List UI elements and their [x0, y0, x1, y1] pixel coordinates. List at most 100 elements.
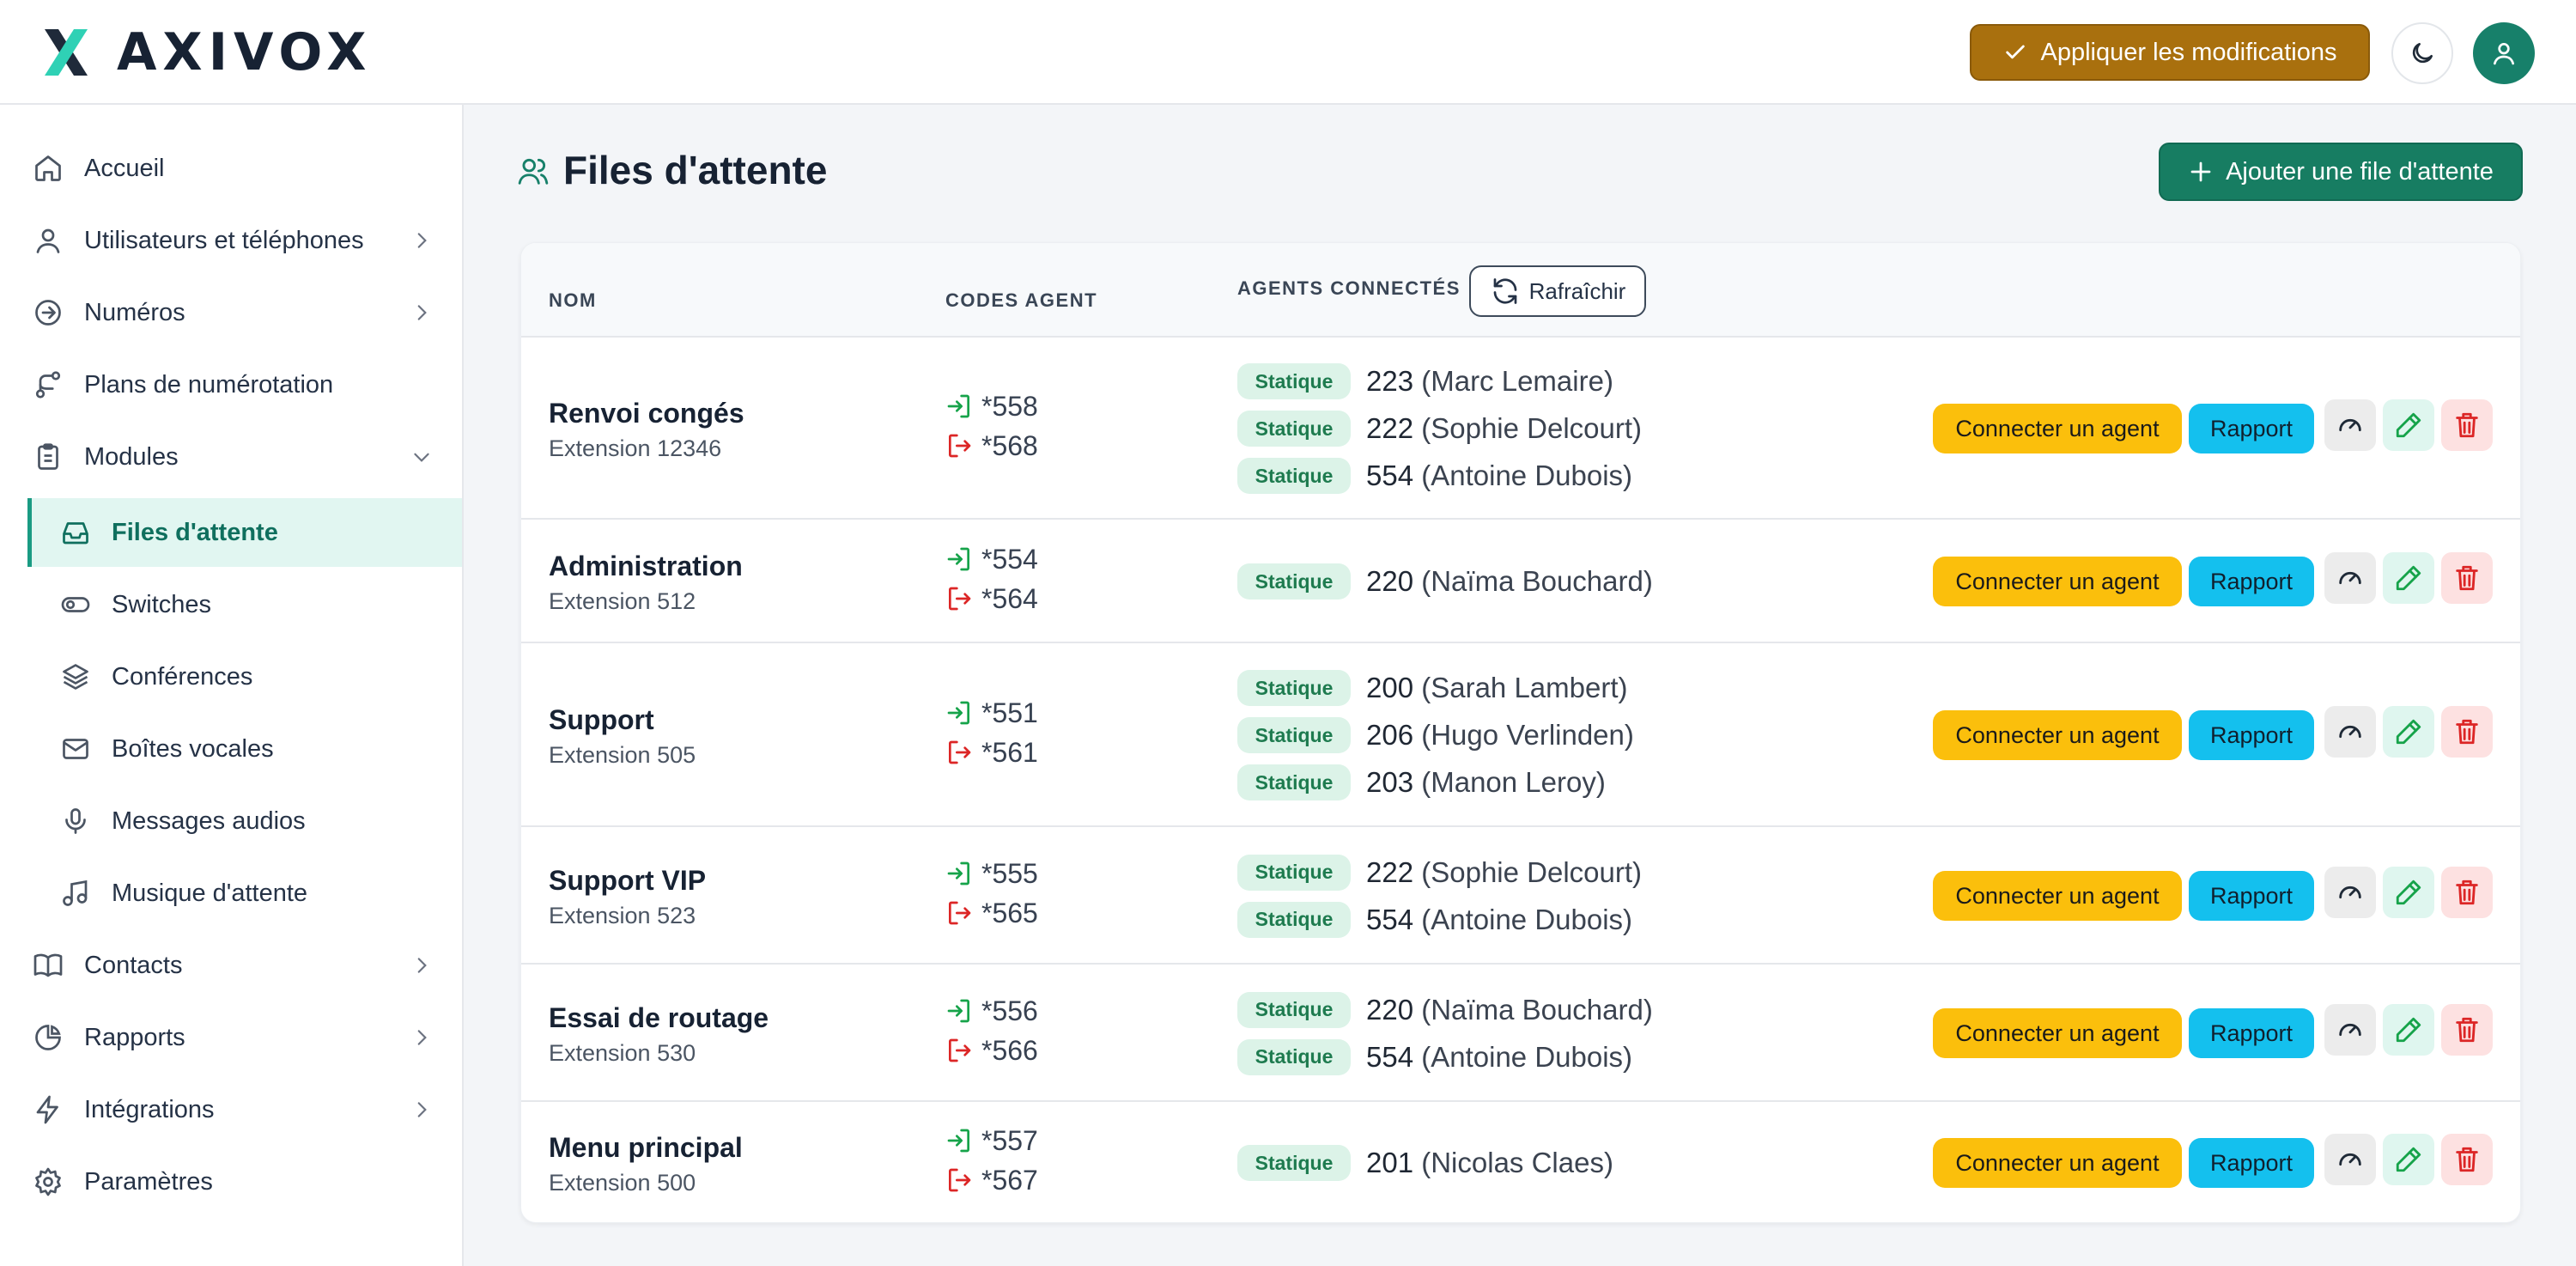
table-row: Support VIP Extension 523 *555 *565 Statique… — [521, 827, 2520, 965]
logout-code-value: *564 — [981, 582, 1038, 614]
agent-name: (Sarah Lambert) — [1421, 672, 1628, 703]
agent-login-code: *551 — [945, 694, 1038, 732]
report-button[interactable]: Rapport — [2189, 710, 2314, 760]
table-row: Renvoi congés Extension 12346 *558 *568 Stat… — [521, 338, 2520, 520]
report-button[interactable]: Rapport — [2189, 871, 2314, 921]
sidebar-item-modules[interactable]: Modules — [0, 423, 462, 491]
music-icon — [63, 880, 88, 906]
delete-button[interactable] — [2441, 1134, 2493, 1185]
delete-button[interactable] — [2441, 1004, 2493, 1056]
refresh-button[interactable]: Rafraîchir — [1469, 265, 1646, 317]
edit-button[interactable] — [2383, 552, 2434, 604]
logo[interactable]: AXIVOX — [39, 26, 373, 79]
connect-agent-button[interactable]: Connecter un agent — [1933, 1138, 2182, 1188]
sidebar-item-switches[interactable]: Switches — [0, 570, 462, 639]
column-header-name: NOM — [549, 289, 597, 311]
sidebar-item-utilisateurs[interactable]: Utilisateurs et téléphones — [0, 206, 462, 275]
agent-number: 554 — [1366, 903, 1414, 935]
connected-agent: Statique 206 (Hugo Verlinden) — [1237, 716, 1634, 754]
sidebar-item-label: Files d'attente — [112, 519, 278, 546]
static-badge: Statique — [1237, 670, 1351, 706]
connect-agent-button[interactable]: Connecter un agent — [1933, 404, 2182, 453]
agent-logout-code: *568 — [945, 427, 1038, 465]
stats-button[interactable] — [2324, 867, 2376, 918]
static-badge: Statique — [1237, 901, 1351, 938]
refresh-icon — [1493, 278, 1516, 304]
sidebar-item-rapports[interactable]: Rapports — [0, 1003, 462, 1072]
connect-agent-button[interactable]: Connecter un agent — [1933, 557, 2182, 606]
chevron-right-icon — [417, 958, 427, 973]
sidebar-item-boites-vocales[interactable]: Boîtes vocales — [0, 715, 462, 783]
edit-button[interactable] — [2383, 1134, 2434, 1185]
gauge-icon — [2339, 571, 2361, 585]
sidebar-item-label: Boîtes vocales — [112, 735, 274, 763]
agent-label: 203 (Manon Leroy) — [1366, 766, 1606, 799]
sidebar-item-numeros[interactable]: Numéros — [0, 278, 462, 347]
sidebar-item-musique-attente[interactable]: Musique d'attente — [0, 859, 462, 928]
queue-name: Menu principal — [549, 1132, 743, 1163]
edit-button[interactable] — [2383, 399, 2434, 451]
queue-name: Support — [549, 704, 654, 735]
static-badge: Statique — [1237, 764, 1351, 800]
stats-button[interactable] — [2324, 1004, 2376, 1056]
user-icon — [36, 228, 60, 253]
connect-agent-button[interactable]: Connecter un agent — [1933, 1008, 2182, 1058]
delete-button[interactable] — [2441, 552, 2493, 604]
edit-button[interactable] — [2383, 706, 2434, 758]
stats-button[interactable] — [2324, 1134, 2376, 1185]
connected-agent: Statique 200 (Sarah Lambert) — [1237, 669, 1628, 707]
logout-code-value: *568 — [981, 429, 1038, 461]
pencil-icon — [2396, 565, 2421, 591]
home-icon — [35, 155, 61, 181]
connected-agent: Statique 223 (Marc Lemaire) — [1237, 362, 1613, 400]
agent-name: (Naïma Bouchard) — [1421, 565, 1653, 597]
agent-name: (Marc Lemaire) — [1421, 365, 1613, 397]
connect-agent-button[interactable]: Connecter un agent — [1933, 871, 2182, 921]
logout-code-value: *561 — [981, 736, 1038, 768]
sidebar-item-plans-numerotation[interactable]: Plans de numérotation — [0, 350, 462, 419]
apply-changes-button[interactable]: Appliquer les modifications — [1970, 24, 2370, 81]
stats-button[interactable] — [2324, 399, 2376, 451]
sidebar-item-accueil[interactable]: Accueil — [0, 134, 462, 203]
sidebar-item-parametres[interactable]: Paramètres — [0, 1147, 462, 1216]
agent-number: 200 — [1366, 672, 1414, 703]
agent-logout-code: *565 — [945, 894, 1038, 932]
sidebar-item-files-attente[interactable]: Files d'attente — [27, 498, 462, 567]
user-menu-button[interactable] — [2473, 22, 2535, 84]
agent-label: 220 (Naïma Bouchard) — [1366, 565, 1653, 598]
connect-agent-button[interactable]: Connecter un agent — [1933, 710, 2182, 760]
sidebar-item-conferences[interactable]: Conférences — [0, 642, 462, 711]
edit-button[interactable] — [2383, 1004, 2434, 1056]
static-badge: Statique — [1237, 1038, 1351, 1075]
edit-button[interactable] — [2383, 867, 2434, 918]
agent-label: 554 (Antoine Dubois) — [1366, 460, 1632, 492]
gauge-icon — [2339, 886, 2361, 899]
agent-number: 201 — [1366, 1147, 1414, 1178]
login-icon — [947, 394, 969, 418]
agent-number: 222 — [1366, 855, 1414, 888]
delete-button[interactable] — [2441, 706, 2493, 758]
stats-button[interactable] — [2324, 552, 2376, 604]
report-button[interactable]: Rapport — [2189, 404, 2314, 453]
add-queue-button[interactable]: Ajouter une file d'attente — [2159, 143, 2523, 201]
connected-agent: Statique 201 (Nicolas Claes) — [1237, 1144, 1613, 1182]
stats-button[interactable] — [2324, 706, 2376, 758]
sidebar-item-messages-audios[interactable]: Messages audios — [0, 787, 462, 855]
delete-button[interactable] — [2441, 867, 2493, 918]
connected-agent: Statique 222 (Sophie Delcourt) — [1237, 410, 1642, 447]
sidebar-item-integrations[interactable]: Intégrations — [0, 1075, 462, 1144]
agent-login-code: *557 — [945, 1122, 1038, 1159]
trash-icon — [2456, 1147, 2478, 1172]
clipboard-icon — [38, 443, 58, 470]
report-button[interactable]: Rapport — [2189, 1008, 2314, 1058]
queue-name: Support VIP — [549, 865, 707, 896]
sidebar-item-label: Intégrations — [84, 1096, 215, 1123]
sidebar-item-contacts[interactable]: Contacts — [0, 931, 462, 1000]
theme-toggle-button[interactable] — [2391, 22, 2453, 84]
queue-name: Administration — [549, 551, 743, 581]
agent-number: 222 — [1366, 412, 1414, 444]
report-button[interactable]: Rapport — [2189, 1138, 2314, 1188]
sidebar-item-label: Utilisateurs et téléphones — [84, 227, 364, 254]
report-button[interactable]: Rapport — [2189, 557, 2314, 606]
delete-button[interactable] — [2441, 399, 2493, 451]
